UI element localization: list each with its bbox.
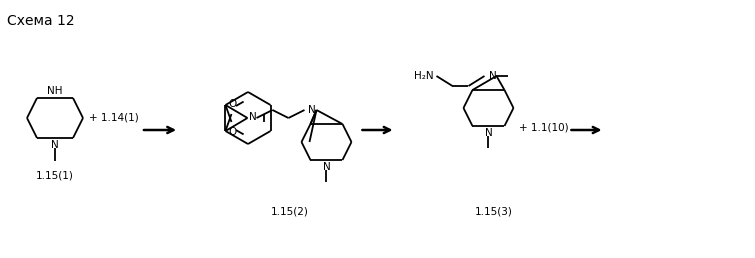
Text: 1.15(3): 1.15(3) (475, 207, 513, 217)
Text: + 1.14(1): + 1.14(1) (89, 113, 139, 123)
Text: N: N (249, 112, 257, 122)
Text: O: O (228, 127, 236, 137)
Text: O: O (228, 99, 236, 109)
Text: 1.15(2): 1.15(2) (271, 207, 309, 217)
Text: + 1.1(10): + 1.1(10) (519, 123, 569, 133)
Text: H₂N: H₂N (414, 71, 434, 81)
Text: N: N (322, 162, 331, 172)
Text: N: N (485, 128, 492, 138)
Text: N: N (489, 71, 498, 81)
Text: 1.15(1): 1.15(1) (36, 171, 74, 181)
Text: NH: NH (48, 86, 63, 96)
Text: N: N (309, 105, 316, 115)
Text: Схема 12: Схема 12 (7, 14, 75, 28)
Text: N: N (51, 140, 59, 150)
